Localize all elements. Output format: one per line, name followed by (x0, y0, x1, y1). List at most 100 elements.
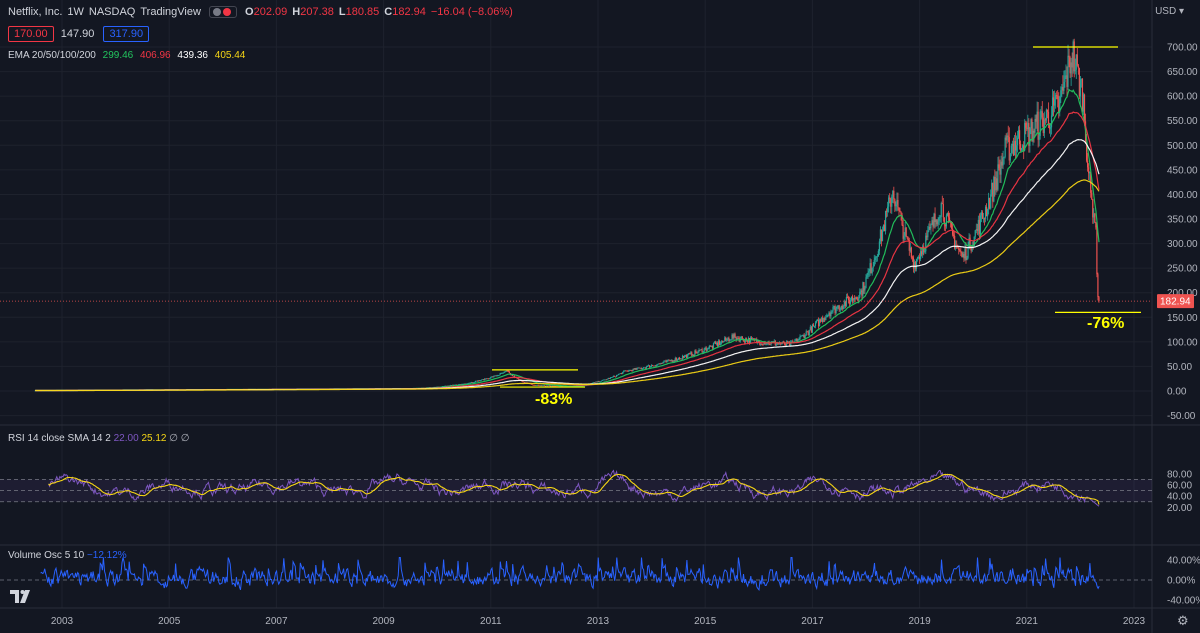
candle-down (900, 211, 902, 215)
candle-down (1078, 68, 1080, 97)
candle-up (618, 374, 620, 376)
candle-down (912, 257, 915, 269)
buy-button[interactable]: 317.90 (103, 26, 150, 42)
status-dots[interactable] (208, 6, 237, 19)
currency-selector[interactable]: USD ▾ (1155, 6, 1184, 17)
candle-up (879, 229, 882, 242)
candle-up (459, 384, 461, 385)
candle-up (660, 363, 662, 365)
sell-button[interactable]: 170.00 (8, 26, 54, 42)
candle-up (463, 383, 465, 385)
rsi-legend[interactable]: RSI 14 close SMA 14 2 22.00 25.12 ∅ ∅ (8, 433, 189, 444)
rsi-axis-tick: 60.00 (1167, 481, 1192, 492)
candle-up (904, 227, 906, 236)
candle-down (686, 355, 688, 358)
candle-up (670, 360, 672, 362)
candle-down (734, 334, 736, 338)
candle-up (647, 365, 650, 367)
candle-up (715, 343, 718, 345)
candle-down (921, 251, 923, 255)
candle-up (595, 381, 597, 383)
candle-down (970, 249, 972, 251)
candle-down (890, 198, 892, 207)
candle-down (796, 338, 798, 343)
candle-down (948, 217, 951, 222)
candle-down (750, 337, 753, 340)
candle-down (614, 376, 617, 378)
candle-down (523, 381, 525, 383)
candle-down (596, 381, 598, 383)
symbol-name[interactable]: Netflix, Inc. (8, 6, 63, 18)
candle-down (635, 368, 637, 370)
candle-up (1064, 75, 1066, 82)
candle-up (1021, 148, 1023, 151)
candle-down (709, 345, 711, 347)
candle-up (484, 378, 486, 381)
candle-down (673, 360, 675, 362)
candle-up (836, 306, 838, 309)
candle-down (870, 263, 872, 274)
annotation-drop-2022: -76% (1087, 315, 1124, 332)
candle-down (807, 332, 809, 335)
candle-down (511, 374, 514, 377)
candle-up (536, 385, 538, 386)
candle-up (940, 203, 942, 217)
candle-up (1013, 141, 1016, 156)
candle-down (537, 385, 539, 386)
price-axis-tick: 600.00 (1167, 92, 1198, 103)
candle-down (947, 212, 950, 218)
candle-up (830, 312, 832, 317)
candle-up (931, 220, 933, 225)
candle-up (1017, 130, 1020, 138)
candle-down (1097, 274, 1099, 298)
candle-up (1030, 119, 1032, 129)
candle-up (723, 341, 725, 343)
candle-down (1012, 143, 1014, 156)
candle-down (626, 370, 628, 372)
candle-up (867, 272, 869, 276)
candle-down (1085, 142, 1088, 161)
candle-down (513, 375, 516, 378)
candle-up (504, 371, 506, 373)
interval[interactable]: 1W (67, 6, 84, 18)
candle-up (593, 382, 595, 384)
vol-osc-legend[interactable]: Volume Osc 5 10 −12.12% (8, 550, 127, 561)
candle-down (476, 380, 478, 382)
candle-down (485, 378, 487, 380)
candle-down (961, 252, 963, 257)
candle-up (915, 258, 918, 269)
candle-up (813, 325, 816, 327)
settings-gear-icon[interactable]: ⚙ (1177, 613, 1189, 628)
ohlc-values: O202.09 H207.38 L180.85 C182.94 −16.04 (−8.0… (245, 6, 513, 18)
candle-down (999, 168, 1001, 175)
candle-up (698, 349, 700, 352)
candle-up (881, 230, 884, 242)
candle-up (964, 247, 966, 259)
candle-down (1053, 97, 1055, 106)
candle-down (965, 247, 967, 261)
candle-down (625, 370, 627, 372)
candle-down (661, 363, 663, 365)
candle-up (1070, 62, 1072, 74)
time-axis-tick: 2015 (694, 616, 717, 627)
candle-down (929, 227, 931, 229)
candle-up (909, 247, 911, 251)
candle-up (1080, 78, 1083, 80)
candle-down (846, 296, 849, 298)
candle-down (608, 378, 610, 379)
candle-down (638, 367, 640, 369)
candle-up (1072, 41, 1074, 68)
candle-up (685, 355, 687, 356)
candle-up (505, 370, 507, 372)
rsi-axis-tick: 80.00 (1167, 469, 1192, 480)
candle-up (930, 224, 932, 229)
candle-down (994, 177, 996, 191)
candle-up (1059, 96, 1061, 112)
candle-down (605, 379, 607, 381)
candle-down (822, 317, 824, 323)
candle-down (941, 203, 943, 205)
candle-down (508, 371, 510, 374)
ema-legend[interactable]: EMA 20/50/100/200 299.46 406.96 439.36 4… (8, 50, 245, 61)
candle-up (733, 334, 735, 339)
